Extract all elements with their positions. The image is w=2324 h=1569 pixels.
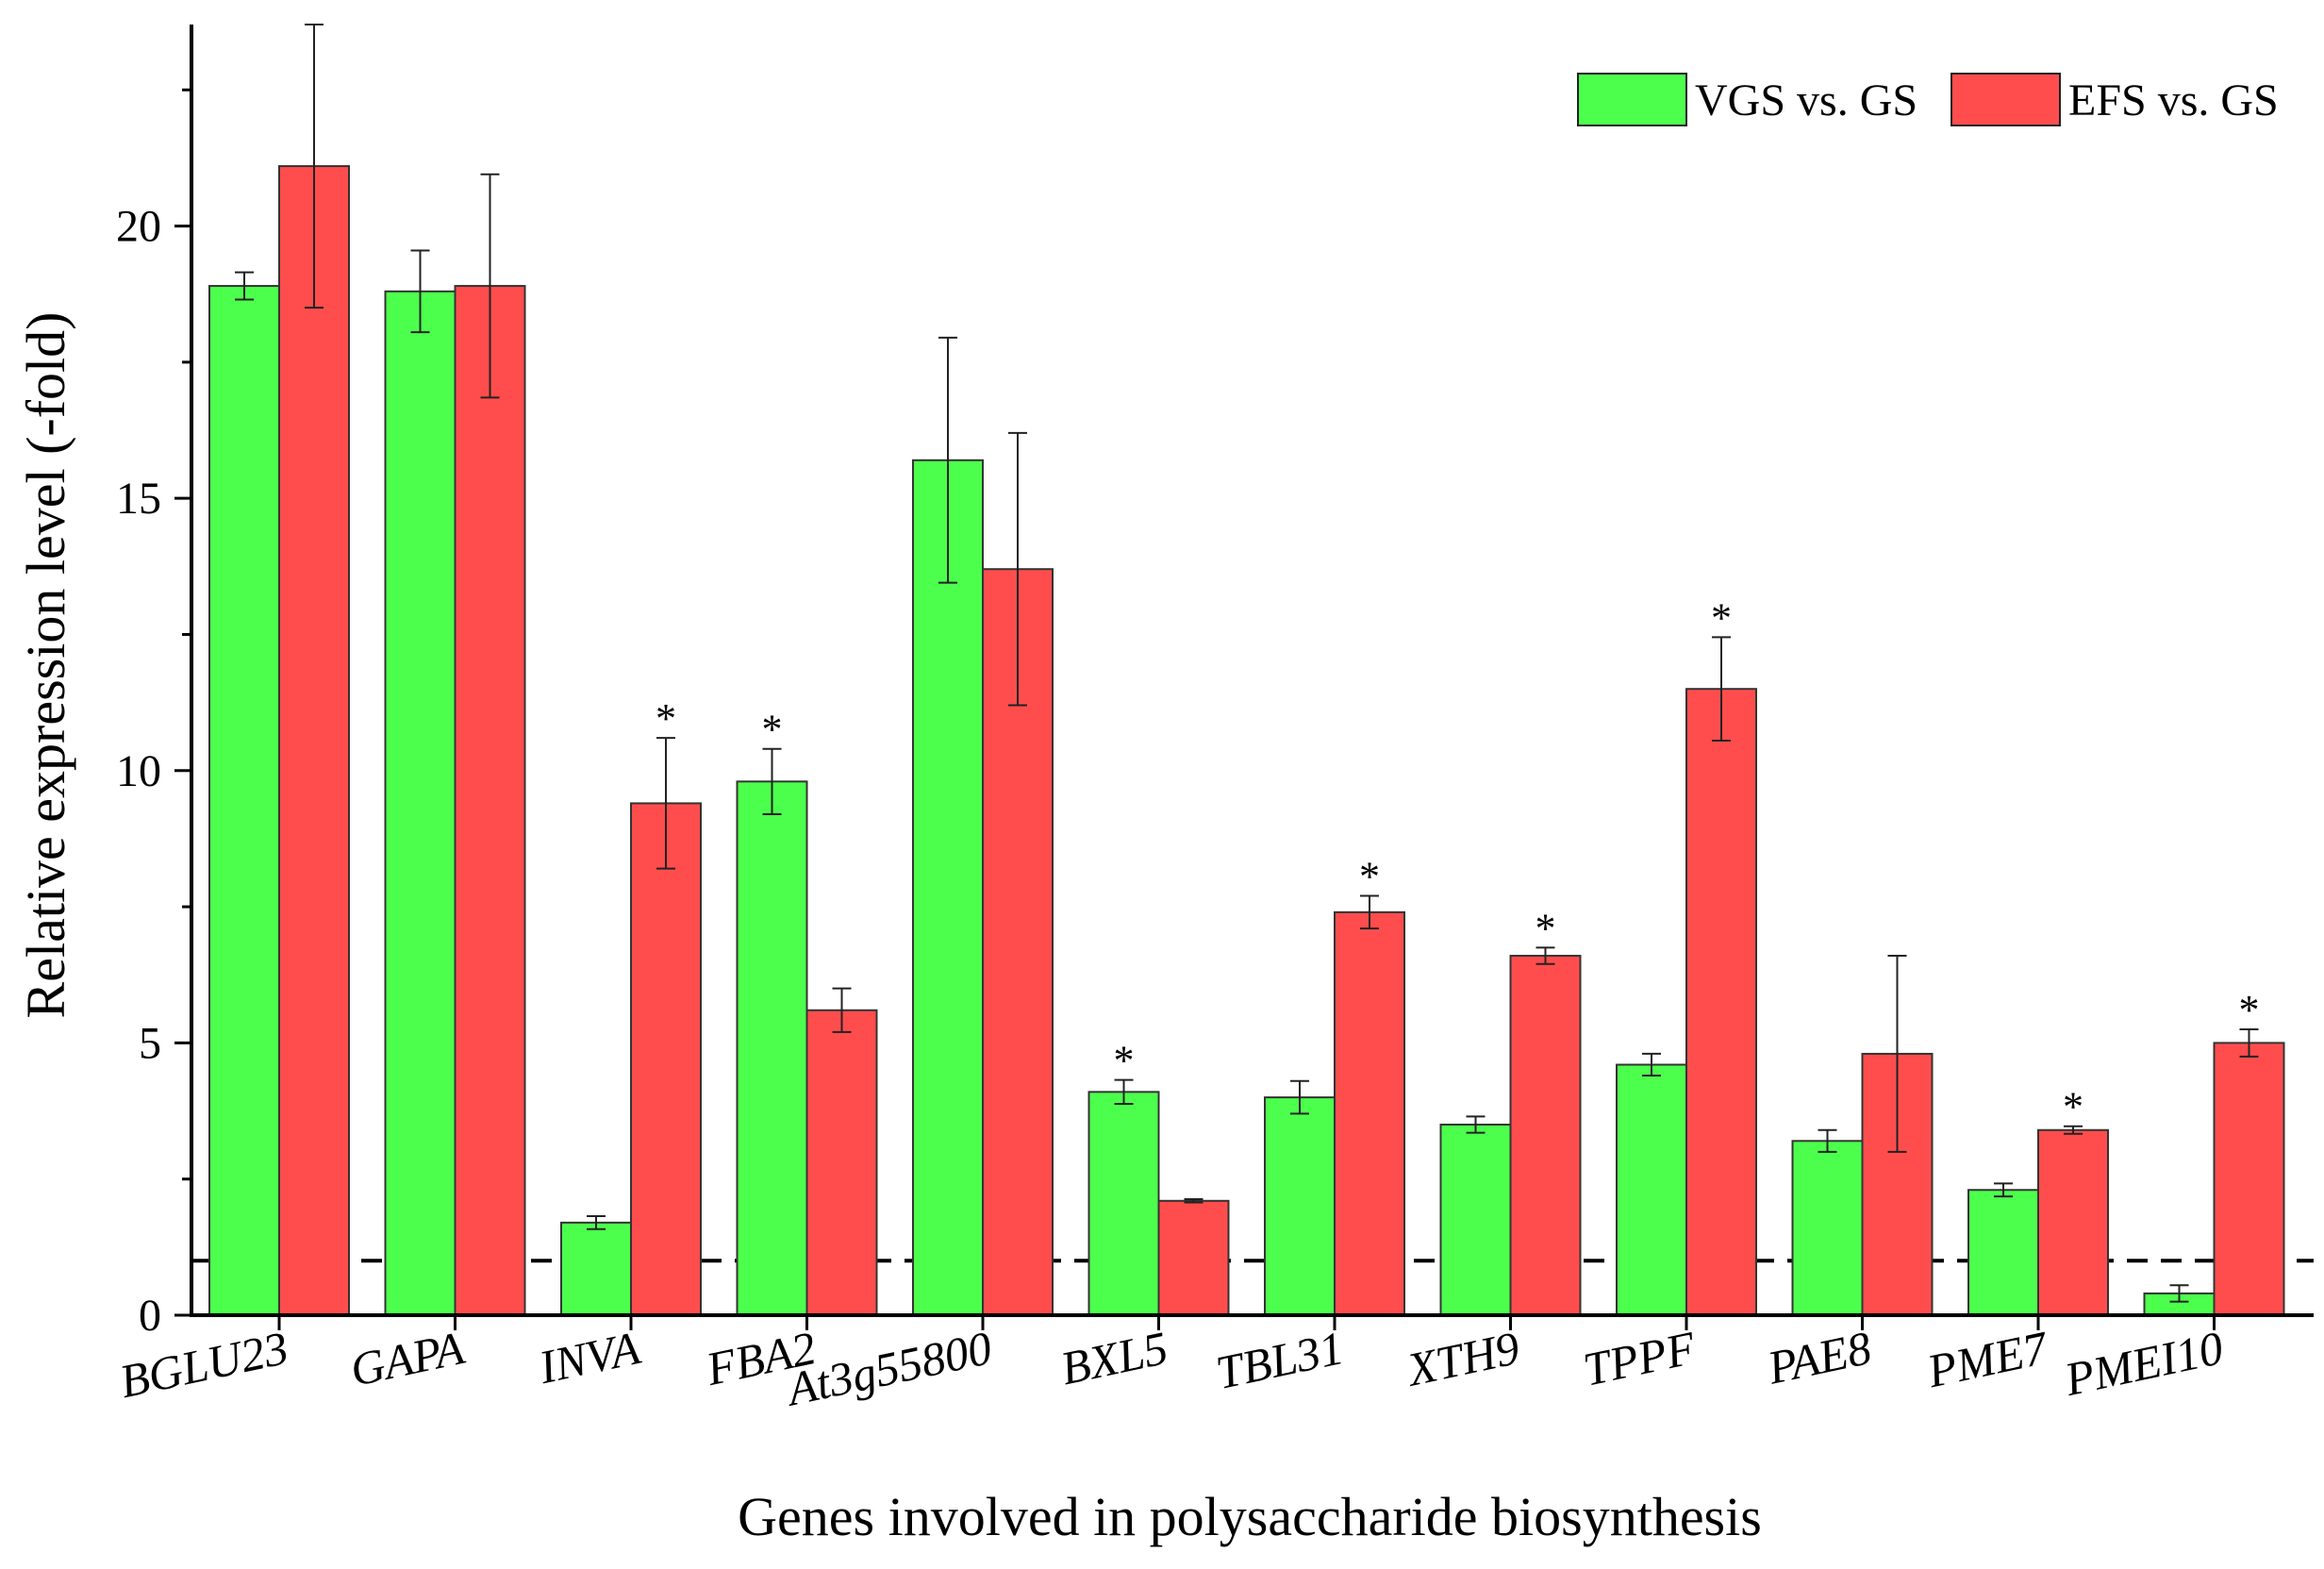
error-bar-efs-XTH9: [1536, 946, 1555, 965]
bar-efs-PMEI10: [2213, 1042, 2285, 1317]
significance-marker-efs-PMEI10: *: [2239, 987, 2260, 1033]
x-tick-label-PMEI10: PMEI10: [2059, 1321, 2227, 1406]
y-axis-title: Relative expression level (-fold): [15, 312, 76, 1019]
error-bar-vgs-TPPF: [1642, 1052, 1661, 1077]
error-bar-vgs-TBL31: [1290, 1079, 1309, 1115]
x-tick-label-INVA: INVA: [534, 1321, 645, 1394]
error-bar-efs-TBL31: [1360, 894, 1379, 930]
bar-efs-BGLU23: [278, 165, 350, 1317]
bar-vgs-BXL5: [1087, 1091, 1160, 1317]
significance-marker-efs-PME7: *: [2063, 1084, 2083, 1130]
bar-vgs-FBA2: [736, 780, 808, 1316]
error-bar-efs-PAE8: [1887, 955, 1907, 1153]
error-bar-vgs-PME7: [1994, 1182, 2013, 1198]
error-bar-efs-GAPA: [480, 173, 500, 399]
x-tick-label-At3g55800: At3g55800: [780, 1321, 996, 1416]
error-bar-efs-BGLU23: [305, 24, 324, 309]
bar-vgs-TPPF: [1616, 1063, 1687, 1316]
bar-efs-FBA2: [805, 1009, 878, 1317]
bar-vgs-INVA: [560, 1221, 632, 1316]
bar-vgs-GAPA: [384, 290, 456, 1316]
bar-efs-TPPF: [1685, 688, 1757, 1316]
error-bar-efs-TPPF: [1712, 636, 1731, 743]
significance-marker-vgs-FBA2: *: [762, 707, 783, 753]
x-tick-label-PAE8: PAE8: [1762, 1321, 1875, 1394]
y-tick-label: 15: [116, 474, 161, 524]
bar-vgs-PME7: [1967, 1189, 2039, 1316]
y-tick-label: 10: [116, 746, 161, 796]
significance-marker-efs-TPPF: *: [1711, 594, 1732, 641]
x-tick-label-XTH9: XTH9: [1401, 1321, 1523, 1396]
error-bar-vgs-INVA: [587, 1214, 606, 1230]
error-bar-efs-BXL5: [1184, 1198, 1204, 1204]
legend-swatch-vgs: [1577, 73, 1687, 126]
bar-efs-BXL5: [1157, 1199, 1230, 1316]
bar-efs-PME7: [2037, 1128, 2109, 1316]
legend-label-efs: EFS vs. GS: [2068, 75, 2279, 125]
error-bar-vgs-BXL5: [1114, 1078, 1134, 1106]
bar-vgs-PAE8: [1791, 1140, 1864, 1316]
significance-marker-efs-INVA: *: [656, 695, 676, 742]
bar-vgs-BGLU23: [208, 285, 280, 1317]
bars-layer: * * * * * * * *: [208, 24, 2285, 1317]
bar-vgs-TBL31: [1264, 1096, 1336, 1316]
bar-vgs-XTH9: [1439, 1123, 1512, 1317]
y-tick-label: 0: [139, 1291, 161, 1341]
legend: VGS vs. GS EFS vs. GS: [1577, 73, 2279, 126]
x-tick-label-TPPF: TPPF: [1579, 1321, 1701, 1396]
bar-efs-XTH9: [1509, 955, 1582, 1316]
significance-marker-efs-XTH9: *: [1536, 905, 1556, 951]
x-axis-title: Genes involved in polysaccharide biosynt…: [738, 1486, 1762, 1547]
error-bar-vgs-GAPA: [410, 249, 430, 334]
x-tick-label-TBL31: TBL31: [1211, 1321, 1348, 1399]
x-tick-label-GAPA: GAPA: [345, 1321, 469, 1396]
error-bar-vgs-PAE8: [1818, 1128, 1837, 1153]
legend-swatch-efs: [1950, 73, 2061, 126]
bar-efs-TBL31: [1334, 910, 1405, 1317]
error-bar-vgs-PMEI10: [2169, 1284, 2189, 1303]
legend-label-vgs: VGS vs. GS: [1695, 75, 1917, 125]
significance-marker-vgs-BXL5: *: [1114, 1038, 1135, 1084]
y-tick-label: 20: [116, 202, 161, 252]
error-bar-vgs-XTH9: [1466, 1115, 1486, 1134]
x-tick-label-PME7: PME7: [1922, 1321, 2054, 1398]
error-bar-efs-PMEI10: [2239, 1027, 2259, 1058]
error-bar-efs-FBA2: [832, 987, 852, 1033]
error-bar-vgs-FBA2: [762, 747, 782, 815]
bar-efs-INVA: [630, 802, 702, 1316]
significance-marker-efs-TBL31: *: [1359, 854, 1380, 900]
error-bar-efs-At3g55800: [1008, 431, 1027, 707]
error-bar-vgs-At3g55800: [938, 336, 957, 584]
error-bar-efs-INVA: [656, 737, 675, 870]
error-bar-vgs-BGLU23: [235, 271, 254, 301]
error-bar-efs-PME7: [2064, 1125, 2083, 1135]
y-tick-label: 5: [139, 1018, 161, 1068]
bar-efs-GAPA: [454, 285, 526, 1317]
bar-vgs-At3g55800: [912, 459, 984, 1316]
x-tick-label-BXL5: BXL5: [1056, 1321, 1172, 1394]
